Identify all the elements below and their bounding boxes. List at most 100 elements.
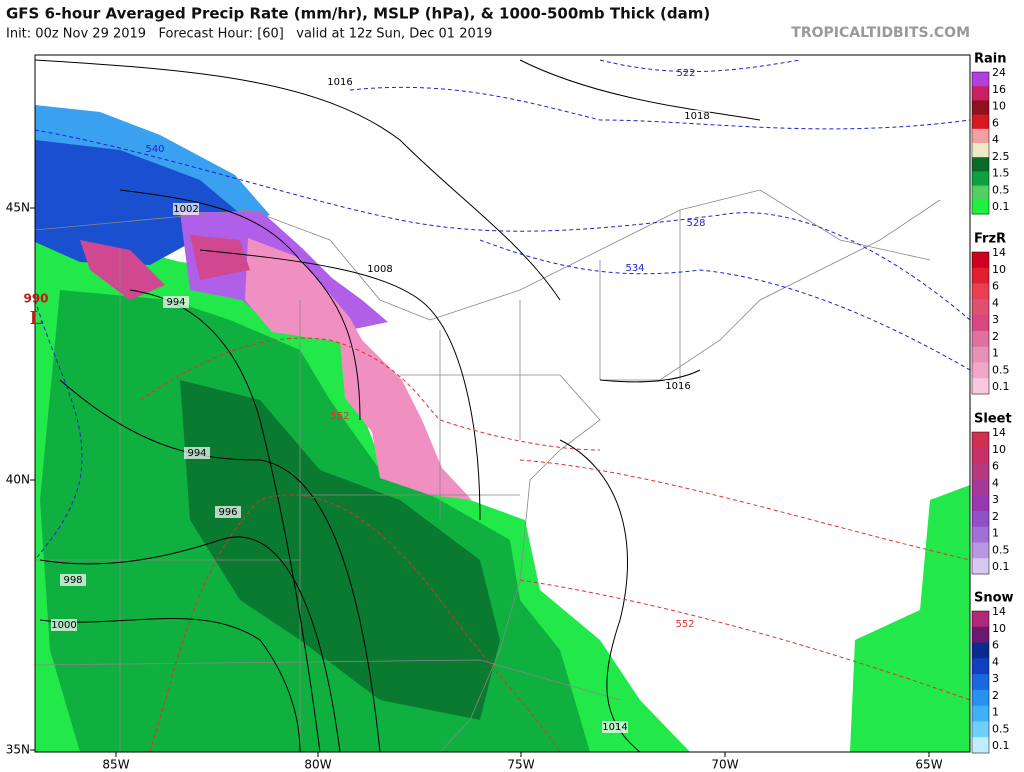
legend-level: 16 <box>992 83 1006 96</box>
label-bg <box>367 263 393 275</box>
legend-swatch <box>972 674 989 691</box>
legend-level: 10 <box>992 263 1006 276</box>
legend-swatch <box>972 737 989 754</box>
legend-frame <box>971 251 990 395</box>
legend-frame <box>971 71 990 215</box>
legend-level: 3 <box>992 493 999 506</box>
label-bg <box>60 574 86 586</box>
legend-swatch <box>972 378 989 395</box>
legend-level: 0.5 <box>992 363 1010 376</box>
pressure-label: 1018 <box>684 111 709 122</box>
label-bg <box>602 721 628 733</box>
legend-swatch <box>972 252 989 269</box>
thickness-cold <box>35 59 970 561</box>
pressure-label: 1016 <box>327 77 352 88</box>
low-letter: L <box>30 308 43 329</box>
legend-frame <box>971 610 990 754</box>
legend-swatch <box>972 689 989 707</box>
legend-swatch <box>972 658 989 675</box>
pressure-label: 996 <box>218 507 237 518</box>
legend-level: 14 <box>992 605 1006 618</box>
legend-frame <box>971 431 990 575</box>
legend-swatch <box>972 157 989 172</box>
legend-title: Sleet <box>974 412 1012 427</box>
label-bg <box>173 203 199 215</box>
legend-level: 6 <box>992 116 999 129</box>
legend-level: 3 <box>992 672 999 685</box>
label-bg <box>665 380 691 392</box>
lon-label: 75W <box>507 758 534 772</box>
legend-swatch <box>972 526 989 543</box>
legend-level: 0.1 <box>992 200 1010 213</box>
thickness-label: 552 <box>675 619 694 630</box>
legend-level: 2.5 <box>992 150 1010 163</box>
lat-label: 35N <box>6 743 30 757</box>
snow-light <box>35 105 270 222</box>
legend-level: 3 <box>992 313 999 326</box>
legend-level: 0.5 <box>992 722 1010 735</box>
legend-level: 10 <box>992 622 1006 635</box>
legend-level: 2 <box>992 510 999 523</box>
legend-level: 24 <box>992 66 1006 79</box>
legend-swatch <box>972 542 989 559</box>
lon-label: 70W <box>711 758 738 772</box>
legend-level: 0.5 <box>992 183 1010 196</box>
legend-swatch <box>972 267 989 285</box>
pressure-label: 998 <box>63 575 82 586</box>
pressure-label: 994 <box>187 448 206 459</box>
legend-swatch <box>972 128 989 144</box>
map-frame <box>34 54 971 753</box>
legend-swatch <box>972 510 989 528</box>
thickness-label: 540 <box>145 144 164 155</box>
legend-swatch <box>972 611 989 628</box>
legend-level: 14 <box>992 246 1006 259</box>
pressure-label: 1000 <box>51 620 76 631</box>
pressure-label: 1014 <box>602 722 627 733</box>
legend-swatch <box>972 100 989 116</box>
legend-level: 14 <box>992 426 1006 439</box>
legend-swatch <box>972 479 989 496</box>
pressure-label: 994 <box>166 297 185 308</box>
label-bg <box>684 110 710 122</box>
subtitle: Init: 00z Nov 29 2019 Forecast Hour: [60… <box>6 27 492 42</box>
legend-title: Rain <box>974 52 1007 67</box>
label-bg <box>184 447 210 459</box>
legend-level: 0.1 <box>992 739 1010 752</box>
pressure-label: 1008 <box>367 264 392 275</box>
legend-level: 4 <box>992 133 999 146</box>
lon-label: 65W <box>915 758 942 772</box>
legend-swatch <box>972 114 989 130</box>
legend-level: 1 <box>992 706 999 719</box>
legend-swatch <box>972 315 989 332</box>
legend-swatch <box>972 171 989 187</box>
legend-swatch <box>972 463 989 480</box>
legend-swatch <box>972 626 989 644</box>
legend-level: 6 <box>992 460 999 473</box>
legend-level: 1 <box>992 527 999 540</box>
pressure-label: 1002 <box>173 204 198 215</box>
legend-level: 1 <box>992 347 999 360</box>
legend-swatch <box>972 642 989 659</box>
legend-level: 0.1 <box>992 560 1010 573</box>
legend-swatch <box>972 72 989 87</box>
legend-level: 10 <box>992 100 1006 113</box>
title: GFS 6-hour Averaged Precip Rate (mm/hr),… <box>6 5 710 23</box>
thickness-label: 528 <box>686 218 705 229</box>
legend-level: 1.5 <box>992 167 1010 180</box>
legend-swatch <box>972 362 989 379</box>
thickness-label: 534 <box>625 263 644 274</box>
thickness-label: 522 <box>676 68 695 79</box>
thickness-warm <box>139 337 970 752</box>
legend-swatch <box>972 558 989 575</box>
legend-swatch <box>972 283 989 300</box>
lat-label: 40N <box>6 473 30 487</box>
legend-level: 4 <box>992 476 999 489</box>
legend-title: Snow <box>974 591 1014 606</box>
legend-swatch <box>972 495 989 512</box>
legend-swatch <box>972 447 989 465</box>
label-bg <box>215 506 241 518</box>
legend-level: 6 <box>992 639 999 652</box>
low-pressure: 990 <box>23 292 48 306</box>
legend-title: FrzR <box>974 232 1006 247</box>
